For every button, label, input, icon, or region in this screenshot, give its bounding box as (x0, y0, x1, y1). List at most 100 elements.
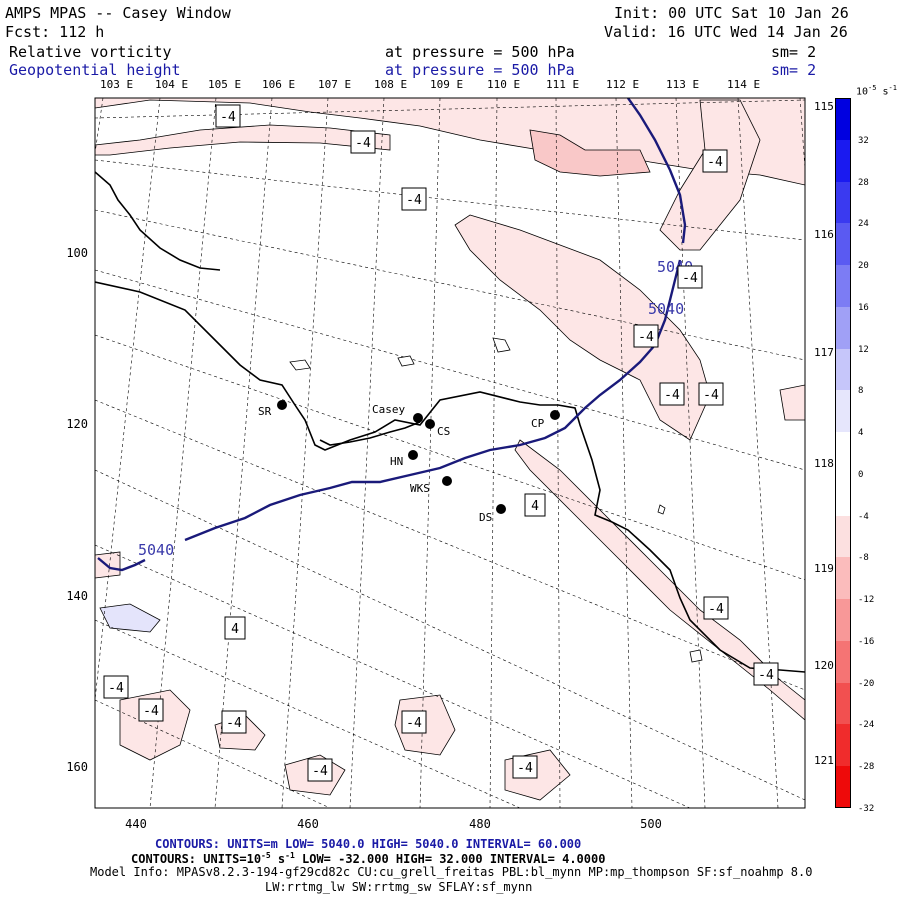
colorbar-label: -20 (858, 678, 875, 689)
meridian-lines (95, 98, 805, 808)
colorbar-label: -8 (858, 553, 869, 564)
station-label: Casey (372, 403, 405, 416)
vort-label: -4 (758, 668, 774, 683)
forecast-hour: Fcst: 112 h (5, 23, 105, 41)
y-tick: 140 (66, 589, 88, 603)
field1-name: Relative vorticity (9, 43, 172, 61)
colorbar-label: -4 (858, 511, 869, 522)
parallel-lines (95, 99, 805, 808)
lon-label: 110 E (487, 78, 521, 91)
station-marker (413, 413, 423, 423)
lon-label: 105 E (208, 78, 242, 91)
vort-label: 4 (531, 499, 539, 514)
field2-smoothing: sm= 2 (771, 61, 817, 79)
lon-label: 107 E (318, 78, 352, 91)
x-tick: 460 (297, 817, 319, 831)
lon-label: 112 E (606, 78, 640, 91)
vort-label: -4 (143, 704, 159, 719)
map-title: AMPS MPAS -- Casey Window (5, 4, 231, 22)
lon-label: 104 E (155, 78, 189, 91)
colorbar-segment (835, 640, 851, 684)
lon-label: 111 E (546, 78, 580, 91)
colorbar-segment (835, 181, 851, 224)
vort-label: -4 (355, 136, 371, 151)
height-label: 5040 (138, 541, 174, 559)
vort-label: -4 (220, 110, 236, 125)
vorticity-labels: -4 -4 -4 -4 -4 -4 -4 -4 -4 4 4 -4 -4 -4 … (103, 104, 779, 782)
y-tick: 120 (66, 417, 88, 431)
station-label: CS (437, 425, 450, 438)
contour-info-height: CONTOURS: UNITS=m LOW= 5040.0 HIGH= 5040… (155, 837, 582, 851)
vort-label: -4 (517, 761, 533, 776)
lon-label: 113 E (666, 78, 700, 91)
colorbar-segment (835, 766, 851, 809)
x-tick: 480 (469, 817, 491, 831)
map-content (95, 98, 805, 808)
colorbar-label: 16 (858, 302, 869, 313)
field2-level: at pressure = 500 hPa (385, 61, 575, 79)
station-label: DS (479, 511, 492, 524)
x-tick: 500 (640, 817, 662, 831)
lon-label: 106 E (262, 78, 296, 91)
init-time: Init: 00 UTC Sat 10 Jan 26 (614, 4, 849, 22)
y-tick: 160 (66, 760, 88, 774)
y-tick: 100 (66, 246, 88, 260)
colorbar-segment (835, 348, 851, 391)
colorbar-segment (835, 724, 851, 767)
vort-label: -4 (108, 681, 124, 696)
colorbar (835, 98, 851, 809)
x-tick: 440 (125, 817, 147, 831)
station-marker (442, 476, 452, 486)
station-marker (550, 410, 560, 420)
lon-label: 114 E (727, 78, 761, 91)
contour-info-vorticity: CONTOURS: UNITS=10-5 s-1 LOW= -32.000 HI… (131, 851, 606, 866)
vorticity-shading (95, 98, 805, 801)
colorbar-segment (835, 515, 851, 558)
vort-label: 4 (231, 622, 239, 637)
station-marker (425, 419, 435, 429)
lon-label: 103 E (100, 78, 134, 91)
colorbar-label: 4 (858, 428, 864, 439)
station-label: CP (531, 417, 545, 430)
vort-label: -4 (638, 330, 654, 345)
y-axis-ticks: 100 120 140 160 (66, 246, 88, 774)
colorbar-segment (835, 557, 851, 600)
vort-label: -4 (406, 193, 422, 208)
vort-label: -4 (664, 388, 680, 403)
vort-label: -4 (703, 388, 719, 403)
vort-label: -4 (226, 716, 242, 731)
vort-label: -4 (708, 602, 724, 617)
vort-label: -4 (682, 271, 698, 286)
colorbar-label: -16 (858, 636, 875, 647)
stronger-vorticity-area (529, 129, 651, 177)
map-frame (94, 97, 806, 809)
colorbar-label: -24 (858, 720, 875, 731)
x-axis-ticks: 440 460 480 500 (125, 817, 662, 831)
colorbar-label: 0 (858, 469, 864, 480)
lon-label: 109 E (430, 78, 464, 91)
field1-smoothing: sm= 2 (771, 43, 817, 61)
colorbar-unit: 10-5 s-1 (856, 84, 897, 98)
field1-level: at pressure = 500 hPa (385, 43, 575, 61)
colorbar-segment (835, 98, 851, 141)
colorbar-segment (835, 432, 851, 475)
colorbar-segment (835, 599, 851, 642)
colorbar-segment (835, 473, 851, 517)
colorbar-segment (835, 306, 851, 350)
station-marker (277, 400, 287, 410)
colorbar-label: -32 (858, 804, 875, 814)
colorbar-segment (835, 139, 851, 182)
station-marker (408, 450, 418, 460)
stations: SR Casey CS CP HN WKS DS (258, 400, 560, 524)
vort-label: -4 (707, 155, 723, 170)
colorbar-label: 32 (858, 135, 869, 146)
islands (289, 337, 703, 663)
height-label: 5040 (648, 300, 684, 318)
model-info-physics: LW:rrtmg_lw SW:rrtmg_sw SFLAY:sf_mynn (265, 880, 533, 894)
valid-time: Valid: 16 UTC Wed 14 Jan 26 (604, 23, 848, 41)
colorbar-label: 24 (858, 219, 869, 230)
vort-label: -4 (406, 716, 422, 731)
colorbar-label: 12 (858, 344, 869, 355)
station-label: WKS (410, 482, 430, 495)
